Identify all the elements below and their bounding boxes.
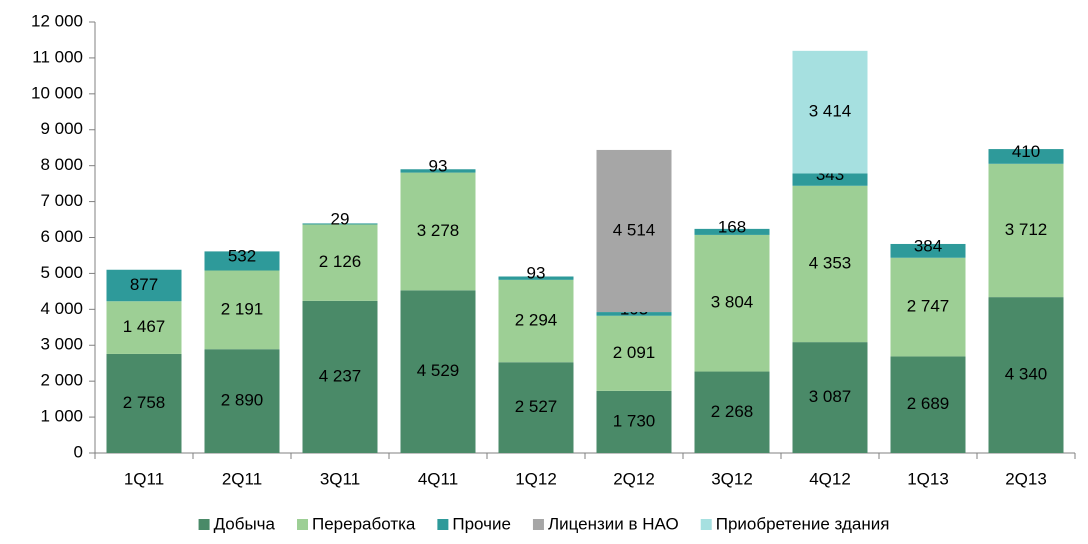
data-label: 2 294 [515,311,558,330]
data-label: 3 087 [809,387,852,406]
y-tick-label: 5 000 [40,263,83,282]
data-label: 2 689 [907,394,950,413]
data-label: 1 467 [123,317,166,336]
bar-segment [498,279,574,363]
legend-swatch [700,519,712,530]
data-label: 29 [331,209,350,228]
data-label: 2 268 [711,402,754,421]
data-label: 4 514 [613,220,656,239]
bar-segment [890,257,966,357]
x-tick-label: 4Q12 [809,469,851,488]
legend-label: Приобретение здания [716,514,890,533]
x-tick-label: 3Q12 [711,469,753,488]
x-tick-label: 4Q11 [418,469,458,488]
bar-segment [988,297,1064,453]
y-tick-label: 12 000 [31,11,83,30]
legend-label: Переработка [312,514,416,533]
y-tick-label: 6 000 [40,227,83,246]
data-label: 93 [429,156,448,175]
data-label: 2 126 [319,252,362,271]
bar-segment [302,300,378,453]
data-label: 3 414 [809,102,852,121]
bar-segment [204,251,280,271]
bar-segment [106,353,182,453]
legend: Добыча Переработка Прочие Лицензии в НАО При… [198,514,890,533]
data-label: 3 278 [417,221,460,240]
data-label: 2 890 [221,391,264,410]
data-label: 2 527 [515,397,558,416]
data-label: 4 340 [1005,365,1048,384]
bar-segment [792,342,868,453]
bar-segment [106,269,182,302]
bar-segment [302,223,378,225]
data-label: 4 353 [809,253,852,272]
x-tick-label: 1Q12 [515,469,557,488]
bar-segment [400,290,476,453]
bar-segment [694,228,770,235]
bar-segment [792,50,868,174]
data-label: 3 712 [1005,220,1048,239]
legend-swatch [437,519,449,530]
bar-segment [694,371,770,453]
legend-label: Лицензии в НАО [548,514,679,533]
bar-segment [596,315,672,391]
data-label: 93 [527,264,546,283]
data-label: 4 529 [417,361,460,380]
data-label: 384 [914,236,942,255]
data-label: 2 191 [221,299,264,318]
bar-segment [890,243,966,258]
y-tick-label: 10 000 [31,83,83,102]
x-tick-label: 2Q11 [222,469,262,488]
bar-segment [596,149,672,313]
data-label: 2 091 [613,343,656,362]
data-label: 410 [1012,142,1040,161]
bar-segment [498,362,574,453]
x-tick-label: 2Q12 [613,469,655,488]
bar-segment [498,276,574,280]
bar-segment [988,163,1064,298]
y-tick-label: 4 000 [40,299,83,318]
x-tick-label: 3Q11 [320,469,360,488]
bar-segment [792,185,868,343]
x-tick-label: 1Q11 [124,469,164,488]
bar-segment [988,149,1064,164]
legend-swatch [532,519,544,530]
legend-label: Добыча [214,514,276,533]
data-label: 532 [228,246,256,265]
bar-segment [596,312,672,316]
legend-label: Прочие [452,514,511,533]
data-label: 1 730 [613,411,656,430]
y-tick-label: 0 [74,442,83,461]
bar-segment [204,270,280,350]
data-label: 4 237 [319,366,362,385]
y-tick-label: 7 000 [40,191,83,210]
x-tick-label: 1Q13 [907,469,949,488]
bar-segment [400,172,476,291]
y-tick-label: 1 000 [40,407,83,426]
legend-swatch [198,519,210,530]
bar-segment [106,301,182,354]
data-label: 2 758 [123,393,166,412]
y-tick-label: 3 000 [40,335,83,354]
bar-segment [204,349,280,453]
y-tick-label: 8 000 [40,155,83,174]
bar-segment [694,234,770,372]
x-tick-label: 2Q13 [1005,469,1047,488]
data-label: 2 747 [907,297,950,316]
data-label: 168 [718,217,746,236]
bar-segment [596,390,672,453]
data-label: 3 804 [711,293,754,312]
data-label: 877 [130,275,158,294]
y-tick-label: 9 000 [40,119,83,138]
bar-segment [890,356,966,453]
y-tick-label: 2 000 [40,371,83,390]
bar-segment [792,173,868,186]
bar-segment [400,169,476,173]
bar-segment [302,224,378,301]
legend-swatch [297,519,309,530]
y-tick-label: 11 000 [32,47,83,66]
